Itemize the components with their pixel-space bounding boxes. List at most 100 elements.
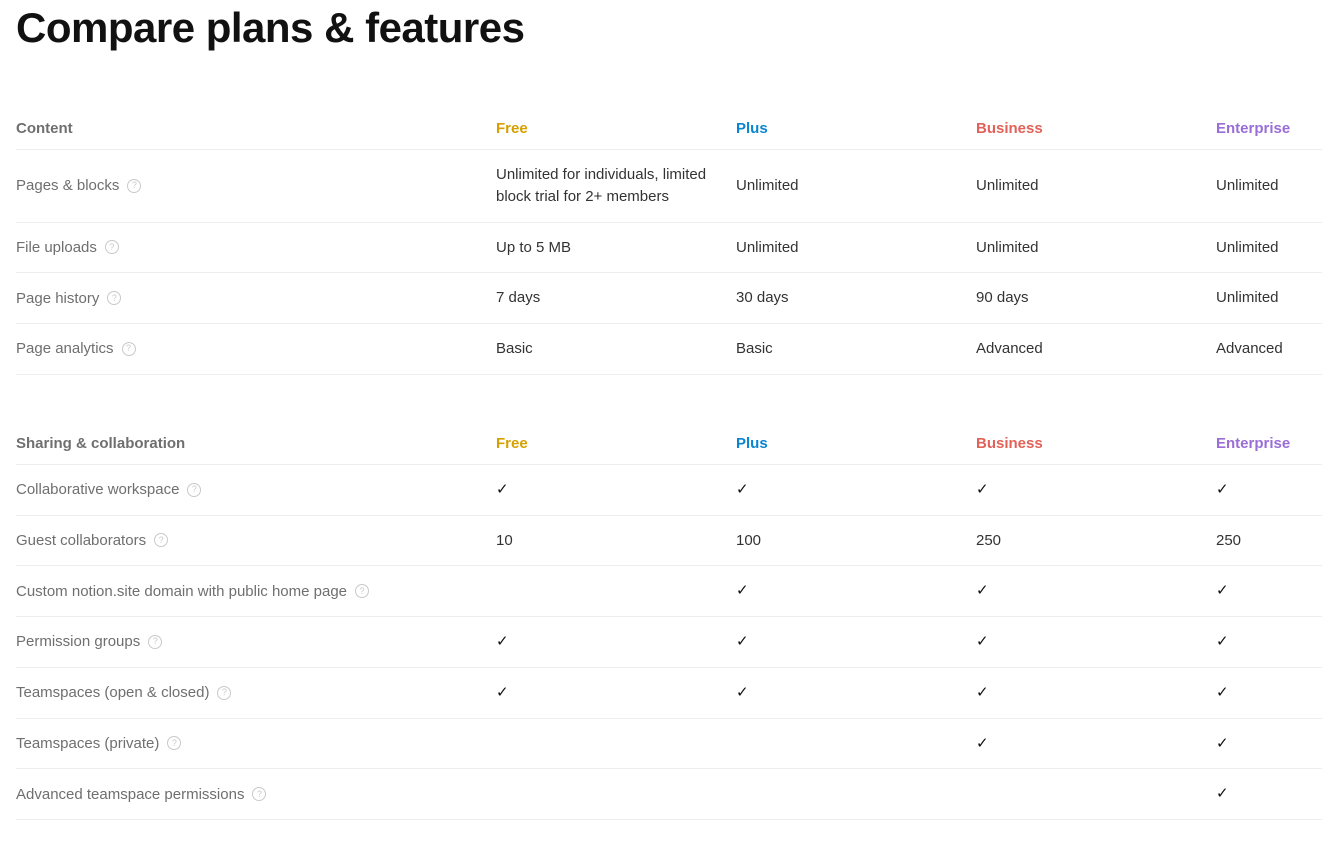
help-icon[interactable]: ? bbox=[148, 635, 162, 649]
plan-cell: 10 bbox=[496, 530, 736, 552]
check-icon: ✓ bbox=[1216, 633, 1229, 650]
plan-cell: ✓ bbox=[496, 479, 736, 501]
table-row: Advanced teamspace permissions? ✓ bbox=[16, 769, 1322, 820]
check-icon: ✓ bbox=[496, 633, 509, 650]
table-row: Permission groups?✓✓✓✓ bbox=[16, 617, 1322, 668]
plan-header-business: Business bbox=[976, 435, 1216, 452]
plan-cell: ✓ bbox=[976, 682, 1216, 704]
plan-cell: ✓ bbox=[1216, 733, 1322, 755]
section-name: Content bbox=[16, 120, 496, 137]
check-icon: ✓ bbox=[496, 684, 509, 701]
plan-cell: Up to 5 MB bbox=[496, 237, 736, 259]
table-row: Page history?7 days30 days90 daysUnlimit… bbox=[16, 273, 1322, 324]
plan-cell: 250 bbox=[976, 530, 1216, 552]
plan-cell: 7 days bbox=[496, 287, 736, 309]
check-icon: ✓ bbox=[1216, 735, 1229, 752]
plan-cell: Unlimited bbox=[736, 175, 976, 197]
plan-cell: ✓ bbox=[1216, 682, 1322, 704]
check-icon: ✓ bbox=[976, 633, 989, 650]
feature-label-text: Advanced teamspace permissions bbox=[16, 786, 244, 803]
table-row: File uploads?Up to 5 MBUnlimitedUnlimite… bbox=[16, 223, 1322, 274]
feature-label: Permission groups? bbox=[16, 633, 496, 650]
plan-cell: ✓ bbox=[496, 631, 736, 653]
plan-cell: ✓ bbox=[1216, 580, 1322, 602]
plan-header-plus: Plus bbox=[736, 120, 976, 137]
check-icon: ✓ bbox=[736, 633, 749, 650]
section-header: ContentFreePlusBusinessEnterprise bbox=[16, 108, 1322, 150]
feature-label-text: Guest collaborators bbox=[16, 532, 146, 549]
help-icon[interactable]: ? bbox=[217, 686, 231, 700]
feature-label-text: Collaborative workspace bbox=[16, 481, 179, 498]
plan-cell: Unlimited bbox=[976, 175, 1216, 197]
table-row: Collaborative workspace?✓✓✓✓ bbox=[16, 465, 1322, 516]
help-icon[interactable]: ? bbox=[127, 179, 141, 193]
plan-cell: ✓ bbox=[976, 479, 1216, 501]
plan-cell: Unlimited bbox=[976, 237, 1216, 259]
plan-cell: Advanced bbox=[976, 338, 1216, 360]
feature-label: Collaborative workspace? bbox=[16, 481, 496, 498]
table-row: Teamspaces (open & closed)?✓✓✓✓ bbox=[16, 668, 1322, 719]
plan-header-enterprise: Enterprise bbox=[1216, 435, 1322, 452]
section-name: Sharing & collaboration bbox=[16, 435, 496, 452]
help-icon[interactable]: ? bbox=[105, 240, 119, 254]
plan-cell: ✓ bbox=[736, 479, 976, 501]
feature-label-text: Custom notion.site domain with public ho… bbox=[16, 583, 347, 600]
check-icon: ✓ bbox=[736, 481, 749, 498]
plan-header-free: Free bbox=[496, 435, 736, 452]
plan-cell: ✓ bbox=[736, 631, 976, 653]
feature-label: Guest collaborators? bbox=[16, 532, 496, 549]
feature-label: Teamspaces (open & closed)? bbox=[16, 684, 496, 701]
help-icon[interactable]: ? bbox=[252, 787, 266, 801]
help-icon[interactable]: ? bbox=[167, 736, 181, 750]
feature-label-text: Page history bbox=[16, 290, 99, 307]
feature-label: File uploads? bbox=[16, 239, 496, 256]
feature-label: Advanced teamspace permissions? bbox=[16, 786, 496, 803]
check-icon: ✓ bbox=[976, 735, 989, 752]
plan-cell: Advanced bbox=[1216, 338, 1322, 360]
check-icon: ✓ bbox=[1216, 684, 1229, 701]
plan-cell: ✓ bbox=[496, 682, 736, 704]
plan-cell: Unlimited bbox=[1216, 175, 1322, 197]
check-icon: ✓ bbox=[976, 684, 989, 701]
plan-header-plus: Plus bbox=[736, 435, 976, 452]
page-title: Compare plans & features bbox=[16, 4, 1322, 52]
check-icon: ✓ bbox=[1216, 785, 1229, 802]
check-icon: ✓ bbox=[736, 582, 749, 599]
feature-label: Custom notion.site domain with public ho… bbox=[16, 583, 496, 600]
check-icon: ✓ bbox=[496, 481, 509, 498]
check-icon: ✓ bbox=[976, 481, 989, 498]
help-icon[interactable]: ? bbox=[355, 584, 369, 598]
help-icon[interactable]: ? bbox=[107, 291, 121, 305]
check-icon: ✓ bbox=[736, 684, 749, 701]
feature-label: Page analytics? bbox=[16, 340, 496, 357]
plan-cell: Basic bbox=[736, 338, 976, 360]
plan-cell: Unlimited bbox=[736, 237, 976, 259]
plan-cell: ✓ bbox=[1216, 631, 1322, 653]
plan-cell: Unlimited bbox=[1216, 287, 1322, 309]
plan-cell: ✓ bbox=[736, 580, 976, 602]
comparison-table: ContentFreePlusBusinessEnterprisePages &… bbox=[16, 108, 1322, 820]
feature-label: Page history? bbox=[16, 290, 496, 307]
check-icon: ✓ bbox=[1216, 582, 1229, 599]
feature-label-text: File uploads bbox=[16, 239, 97, 256]
feature-label-text: Permission groups bbox=[16, 633, 140, 650]
feature-label-text: Teamspaces (private) bbox=[16, 735, 159, 752]
plan-cell: 90 days bbox=[976, 287, 1216, 309]
check-icon: ✓ bbox=[976, 582, 989, 599]
plan-cell: 250 bbox=[1216, 530, 1322, 552]
feature-label-text: Page analytics bbox=[16, 340, 114, 357]
plan-cell: 30 days bbox=[736, 287, 976, 309]
table-row: Page analytics?BasicBasicAdvancedAdvance… bbox=[16, 324, 1322, 375]
help-icon[interactable]: ? bbox=[154, 533, 168, 547]
plan-cell: Basic bbox=[496, 338, 736, 360]
table-row: Custom notion.site domain with public ho… bbox=[16, 566, 1322, 617]
plan-header-free: Free bbox=[496, 120, 736, 137]
plan-cell: Unlimited for individuals, limited block… bbox=[496, 164, 736, 208]
plan-cell: Unlimited bbox=[1216, 237, 1322, 259]
help-icon[interactable]: ? bbox=[187, 483, 201, 497]
plan-header-enterprise: Enterprise bbox=[1216, 120, 1322, 137]
help-icon[interactable]: ? bbox=[122, 342, 136, 356]
table-row: Pages & blocks?Unlimited for individuals… bbox=[16, 150, 1322, 223]
feature-label: Pages & blocks? bbox=[16, 177, 496, 194]
check-icon: ✓ bbox=[1216, 481, 1229, 498]
